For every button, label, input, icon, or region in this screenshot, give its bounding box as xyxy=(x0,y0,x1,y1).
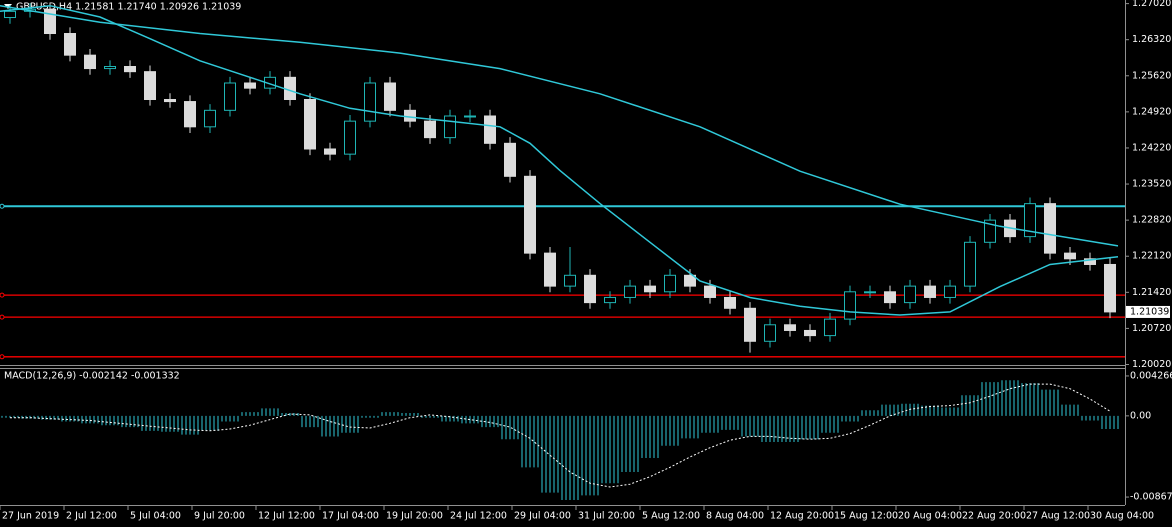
candle-body xyxy=(324,148,336,155)
candle-body xyxy=(124,66,136,73)
candle-body xyxy=(1104,263,1116,313)
x-tick-label: 5 Aug 12:00 xyxy=(642,511,700,522)
candle-body xyxy=(1044,203,1056,254)
candle-body xyxy=(1064,252,1076,260)
candle-body xyxy=(504,142,516,177)
y-tick-label: 1.20720 xyxy=(1132,323,1171,334)
candle-body xyxy=(664,274,676,293)
x-tick-label: 15 Aug 12:00 xyxy=(834,511,898,522)
candle-body xyxy=(84,54,96,70)
candle-body xyxy=(604,296,616,304)
y-tick-label: 1.24220 xyxy=(1132,142,1171,153)
level-marker xyxy=(0,354,5,360)
x-tick-label: 22 Aug 20:00 xyxy=(962,511,1026,522)
candle-body xyxy=(944,285,956,298)
candle-body xyxy=(184,101,196,128)
level-marker xyxy=(0,203,5,209)
candle-body xyxy=(904,285,916,304)
candle-body xyxy=(364,82,376,122)
candle-body xyxy=(684,274,696,287)
x-tick-label: 27 Jun 2019 xyxy=(2,511,59,522)
candle-body xyxy=(824,318,836,337)
y-tick-label: 1.27020 xyxy=(1132,0,1171,9)
candle-body xyxy=(624,285,636,298)
candle-body xyxy=(644,285,656,293)
price-tag xyxy=(1126,305,1170,318)
candle-body xyxy=(444,115,456,139)
candle-body xyxy=(44,8,56,35)
candle-body xyxy=(1024,203,1036,238)
x-tick-label: 12 Aug 20:00 xyxy=(770,511,834,522)
y-tick-label: 1.24920 xyxy=(1132,106,1171,117)
candle-body xyxy=(484,115,496,144)
macd-signal xyxy=(10,383,1111,488)
candle-body xyxy=(164,98,176,103)
candle-body xyxy=(464,115,476,118)
moving-average xyxy=(0,4,1119,247)
candle-body xyxy=(1084,258,1096,265)
candle-body xyxy=(224,82,236,111)
candle-body xyxy=(704,285,716,298)
moving-average xyxy=(0,4,1119,316)
x-tick-label: 8 Aug 04:00 xyxy=(706,511,764,522)
y-tick-label: -0.008679 xyxy=(1130,492,1172,503)
candle-body xyxy=(964,241,976,287)
x-tick-label: 9 Jul 20:00 xyxy=(194,511,245,522)
y-tick-label: 0.004266 xyxy=(1130,370,1172,381)
x-tick-label: 5 Jul 04:00 xyxy=(130,511,181,522)
x-tick-label: 2 Jul 12:00 xyxy=(66,511,117,522)
candle-body xyxy=(424,120,436,139)
candle-body xyxy=(304,98,316,150)
y-tick-label: 1.23520 xyxy=(1132,179,1171,190)
candle-body xyxy=(724,296,736,309)
candle-body xyxy=(404,109,416,122)
candle-body xyxy=(544,252,556,287)
x-tick-label: 24 Jul 12:00 xyxy=(450,511,507,522)
x-tick-label: 30 Aug 04:00 xyxy=(1090,511,1154,522)
x-tick-label: 27 Aug 12:00 xyxy=(1026,511,1090,522)
candle-body xyxy=(344,120,356,155)
chart-title: GBPUSD,H4 1.21581 1.21740 1.20926 1.2103… xyxy=(16,2,241,13)
candle-body xyxy=(584,274,596,304)
candle-body xyxy=(524,175,536,254)
y-tick-label: 1.20020 xyxy=(1132,359,1171,370)
candle-body xyxy=(384,82,396,111)
candle-body xyxy=(884,291,896,304)
y-tick-label: 1.21420 xyxy=(1132,287,1171,298)
y-tick-label: 1.26320 xyxy=(1132,34,1171,45)
level-marker xyxy=(0,314,5,320)
x-tick-label: 20 Aug 04:00 xyxy=(898,511,962,522)
y-tick-label: 1.22820 xyxy=(1132,215,1171,226)
x-tick-label: 19 Jul 20:00 xyxy=(386,511,443,522)
level-marker xyxy=(0,292,5,298)
candle-body xyxy=(4,10,16,19)
candle-body xyxy=(784,324,796,331)
candle-body xyxy=(764,324,776,342)
candle-body xyxy=(244,82,256,89)
candle-body xyxy=(144,71,156,100)
candle-body xyxy=(564,274,576,287)
candle-body xyxy=(284,76,296,100)
x-tick-label: 12 Jul 12:00 xyxy=(258,511,315,522)
candle-body xyxy=(864,291,876,294)
candle-body xyxy=(984,219,996,243)
x-tick-label: 17 Jul 04:00 xyxy=(322,511,379,522)
y-tick-label: 0.00 xyxy=(1130,410,1151,421)
x-tick-label: 29 Jul 04:00 xyxy=(514,511,571,522)
candle-body xyxy=(64,33,76,56)
candle-body xyxy=(804,329,816,337)
candle-body xyxy=(204,109,216,128)
y-tick-label: 1.22120 xyxy=(1132,251,1171,262)
y-tick-label: 1.25620 xyxy=(1132,70,1171,81)
candle-body xyxy=(744,307,756,342)
macd-title: MACD(12,26,9) -0.002142 -0.001332 xyxy=(4,371,180,382)
candle-body xyxy=(844,291,856,320)
price-tag-label: 1.21039 xyxy=(1130,306,1169,317)
x-tick-label: 31 Jul 20:00 xyxy=(578,511,635,522)
candle-body xyxy=(924,285,936,298)
candle-body xyxy=(104,66,116,70)
